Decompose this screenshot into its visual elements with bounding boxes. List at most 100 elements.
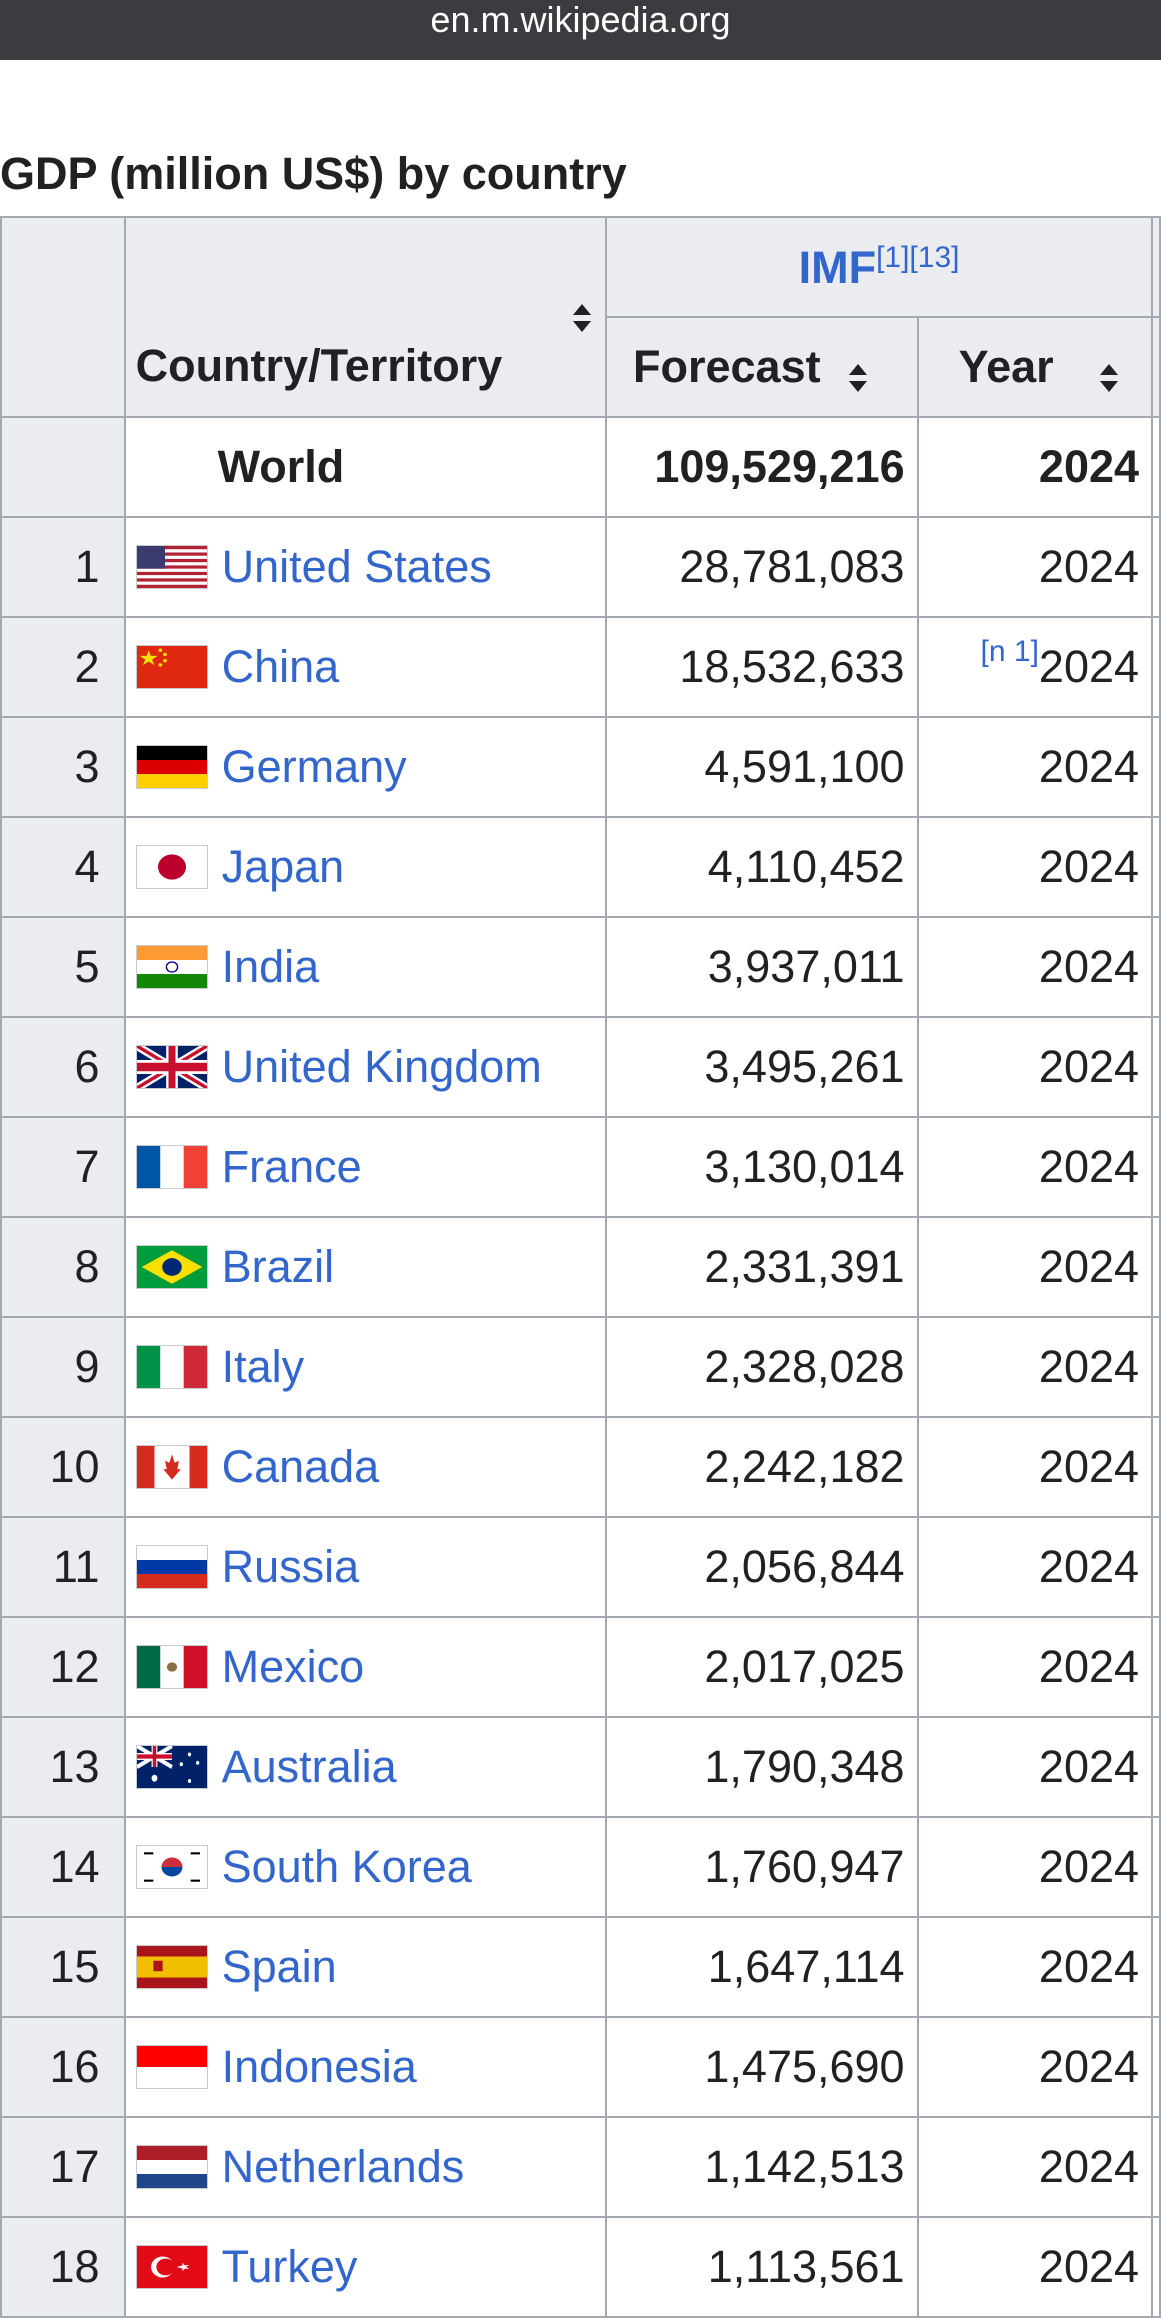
sort-icon[interactable] xyxy=(847,363,868,392)
year-value: 2024 xyxy=(1038,1441,1140,1492)
year-cell: 2024 xyxy=(916,1116,1154,1218)
rank-cell: 15 xyxy=(0,1916,126,2018)
rank-cell: 18 xyxy=(0,2216,126,2318)
country-link[interactable]: Australia xyxy=(221,1741,397,1792)
netherlands-flag-icon[interactable] xyxy=(135,2145,208,2189)
rank-cell: 16 xyxy=(0,2016,126,2118)
year-cell: 2024 xyxy=(916,716,1154,818)
country-cell: Turkey xyxy=(123,2216,608,2318)
country-link[interactable]: Germany xyxy=(221,741,407,792)
table-row: 8 Brazil 2,331,391 2024 xyxy=(0,1216,1161,1318)
extra-cell xyxy=(1151,2116,1161,2218)
turkey-flag-icon[interactable] xyxy=(135,2245,208,2289)
country-link[interactable]: Italy xyxy=(221,1341,305,1392)
country-link[interactable]: Canada xyxy=(221,1441,380,1492)
extra-cell xyxy=(1151,1316,1161,1418)
brazil-flag-icon[interactable] xyxy=(135,1245,208,1289)
country-link[interactable]: Brazil xyxy=(221,1241,335,1292)
table-row: 6 United Kingdom 3,495,261 2024 xyxy=(0,1016,1161,1118)
year-cell: 2024 xyxy=(916,1416,1154,1518)
country-cell: United Kingdom xyxy=(123,1016,608,1118)
spain-flag-icon[interactable] xyxy=(135,1945,208,1989)
country-link[interactable]: South Korea xyxy=(221,1841,472,1892)
south-korea-flag-icon[interactable] xyxy=(135,1845,208,1889)
mexico-flag-icon[interactable] xyxy=(135,1645,208,1689)
year-header[interactable]: Year xyxy=(916,316,1154,418)
table-row: 4 Japan 4,110,452 2024 xyxy=(0,816,1161,918)
country-link[interactable]: Russia xyxy=(221,1541,360,1592)
table-row: 10 Canada 2,242,182 2024 xyxy=(0,1416,1161,1518)
country-link[interactable]: France xyxy=(221,1141,362,1192)
forecast-cell: 1,790,348 xyxy=(605,1716,919,1818)
year-value: 2024 xyxy=(1038,641,1140,692)
year-value: 2024 xyxy=(1038,1341,1140,1392)
table-row: 12 Mexico 2,017,025 2024 xyxy=(0,1616,1161,1718)
france-flag-icon[interactable] xyxy=(135,1145,208,1189)
forecast-cell: 2,056,844 xyxy=(605,1516,919,1618)
footnote-link[interactable]: [n 1] xyxy=(980,635,1039,668)
india-flag-icon[interactable] xyxy=(135,945,208,989)
italy-flag-icon[interactable] xyxy=(135,1345,208,1389)
extra-cell xyxy=(1151,2216,1161,2318)
table-row: 15 Spain 1,647,114 2024 xyxy=(0,1916,1161,2018)
country-link[interactable]: Mexico xyxy=(221,1641,365,1692)
us-flag-icon[interactable] xyxy=(135,545,208,589)
forecast-cell: 1,113,561 xyxy=(605,2216,919,2318)
sort-icon[interactable] xyxy=(571,304,592,332)
australia-flag-icon[interactable] xyxy=(135,1745,208,1789)
url-text: en.m.wikipedia.org xyxy=(430,0,731,40)
forecast-header[interactable]: Forecast xyxy=(605,316,919,418)
imf-link[interactable]: IMF[1][13] xyxy=(798,240,960,293)
rank-cell xyxy=(0,416,126,518)
country-link[interactable]: Japan xyxy=(221,841,345,892)
extra-cell xyxy=(1151,1616,1161,1718)
country-link[interactable]: Netherlands xyxy=(221,2141,465,2192)
year-cell: 2024 xyxy=(916,1216,1154,1318)
year-value: 2024 xyxy=(1038,741,1140,792)
indonesia-flag-icon[interactable] xyxy=(135,2045,208,2089)
sort-icon[interactable] xyxy=(1098,363,1119,392)
country-link[interactable]: Spain xyxy=(221,1941,337,1992)
year-cell: 2024 xyxy=(916,2016,1154,2118)
rank-cell: 11 xyxy=(0,1516,126,1618)
country-cell: United States xyxy=(123,516,608,618)
country-link[interactable]: United Kingdom xyxy=(221,1041,542,1092)
country-link[interactable]: India xyxy=(221,941,320,992)
rank-cell: 3 xyxy=(0,716,126,818)
year-value: 2024 xyxy=(1038,1941,1140,1992)
china-flag-icon[interactable] xyxy=(135,645,208,689)
country-link[interactable]: Indonesia xyxy=(221,2041,417,2092)
country-header[interactable]: Country/Territory xyxy=(123,216,608,418)
country-cell: Russia xyxy=(123,1516,608,1618)
country-cell: Brazil xyxy=(123,1216,608,1318)
rank-cell: 12 xyxy=(0,1616,126,1718)
rank-cell: 7 xyxy=(0,1116,126,1218)
extra-cell xyxy=(1151,1816,1161,1918)
year-value: 2024 xyxy=(1038,1641,1140,1692)
year-cell: 2024 xyxy=(916,816,1154,918)
country-link[interactable]: China xyxy=(221,641,340,692)
browser-url-bar[interactable]: en.m.wikipedia.org xyxy=(0,0,1161,60)
year-cell: 2024 xyxy=(916,1816,1154,1918)
table-row: 7 France 3,130,014 2024 xyxy=(0,1116,1161,1218)
forecast-cell: 3,937,011 xyxy=(605,916,919,1018)
world-row: World 109,529,216 2024 xyxy=(0,416,1161,518)
forecast-cell: 2,331,391 xyxy=(605,1216,919,1318)
year-value: 2024 xyxy=(1038,1241,1140,1292)
year-cell: 2024 xyxy=(916,1616,1154,1718)
japan-flag-icon[interactable] xyxy=(135,845,208,889)
country-link[interactable]: Turkey xyxy=(221,2241,358,2292)
canada-flag-icon[interactable] xyxy=(135,1445,208,1489)
uk-flag-icon[interactable] xyxy=(135,1045,208,1089)
year-value: 2024 xyxy=(1038,541,1140,592)
germany-flag-icon[interactable] xyxy=(135,745,208,789)
extra-cell xyxy=(1151,716,1161,818)
country-link[interactable]: United States xyxy=(221,541,492,592)
year-value: 2024 xyxy=(1038,841,1140,892)
year-cell: 2024 xyxy=(916,916,1154,1018)
extra-cell xyxy=(1151,2016,1161,2118)
russia-flag-icon[interactable] xyxy=(135,1545,208,1589)
country-cell: Mexico xyxy=(123,1616,608,1718)
extra-cell xyxy=(1151,816,1161,918)
forecast-cell: 3,130,014 xyxy=(605,1116,919,1218)
